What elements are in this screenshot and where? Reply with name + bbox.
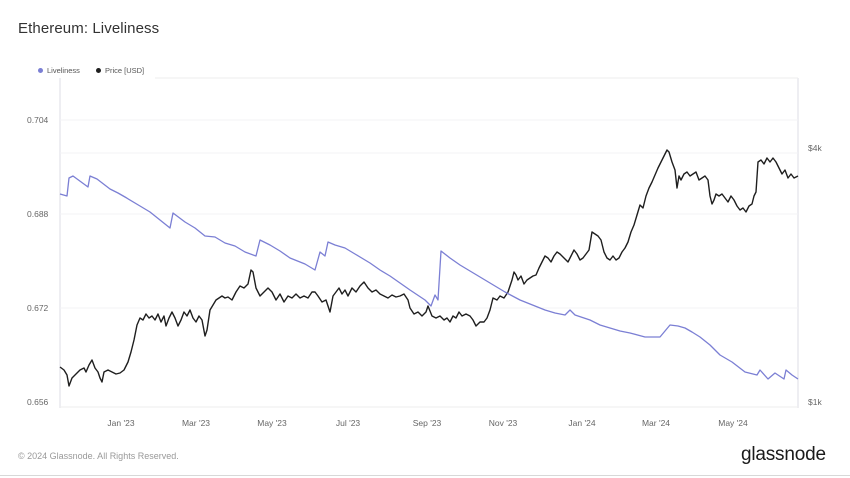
y-tick-left: 0.656 [27, 397, 49, 407]
x-tick: Jul '23 [335, 418, 361, 428]
gridlines [60, 119, 798, 309]
x-tick: Sep '23 [412, 418, 442, 428]
x-tick: Mar '24 [641, 418, 671, 428]
liveliness-line [59, 175, 799, 380]
liveliness-dot-icon [38, 68, 43, 73]
y-tick-left: 0.688 [27, 209, 49, 219]
chart-legend: Liveliness Price [USD] [38, 66, 144, 75]
y-tick-left: 0.672 [27, 303, 49, 313]
legend-item-liveliness[interactable]: Liveliness [38, 66, 80, 75]
y-tick-right: $1k [808, 397, 822, 407]
y-tick-right: $4k [808, 143, 822, 153]
x-tick: Jan '23 [107, 418, 135, 428]
legend-item-price[interactable]: Price [USD] [95, 66, 145, 75]
price-dot-icon [95, 68, 101, 73]
x-tick: May '24 [718, 418, 748, 428]
page-title: Ethereum: Liveliness [18, 20, 160, 37]
copyright-text: © 2024 Glassnode. All Rights Reserved. [18, 451, 179, 461]
glassnode-logo[interactable]: glassnode [741, 444, 826, 465]
bottom-divider [0, 475, 850, 476]
y-tick-left: 0.704 [27, 115, 49, 125]
x-tick: May '23 [257, 418, 287, 428]
x-tick: Jan '24 [568, 418, 596, 428]
legend-label: Liveliness [47, 66, 80, 75]
legend-label: Price [USD] [104, 66, 145, 75]
price-line [59, 149, 799, 387]
x-tick: Nov '23 [488, 418, 518, 428]
x-tick: Mar '23 [181, 418, 211, 428]
